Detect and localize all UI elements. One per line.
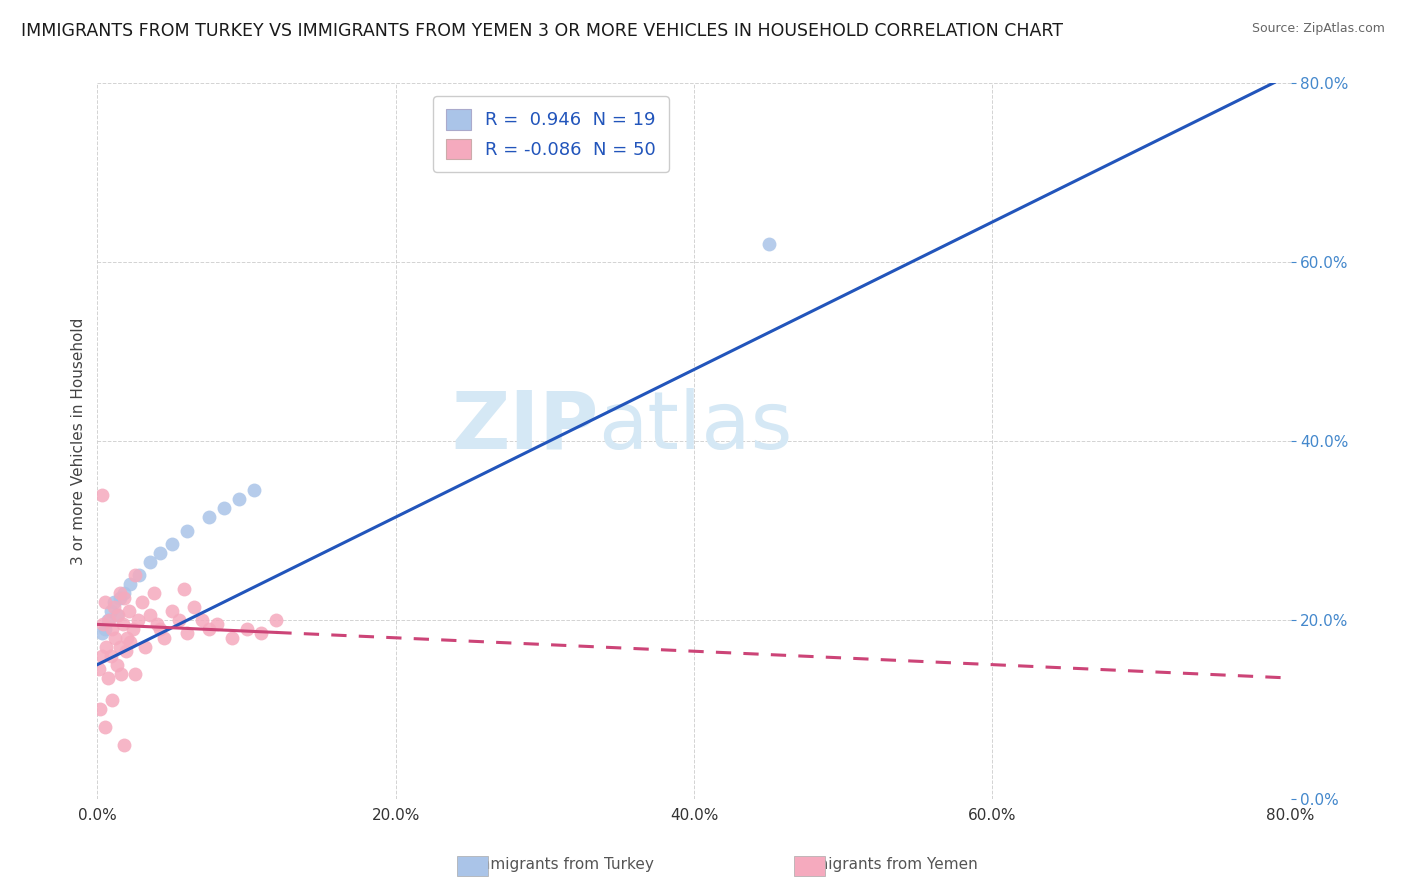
Point bbox=[108, 640, 131, 654]
Point bbox=[120, 577, 142, 591]
Point bbox=[250, 626, 273, 640]
Text: atlas: atlas bbox=[599, 388, 793, 466]
Point bbox=[112, 738, 135, 752]
Point bbox=[190, 613, 212, 627]
Point bbox=[110, 666, 132, 681]
Point bbox=[96, 640, 118, 654]
Point bbox=[122, 622, 145, 636]
Point bbox=[134, 640, 156, 654]
Point bbox=[103, 599, 125, 614]
Point bbox=[138, 608, 160, 623]
Point bbox=[91, 617, 114, 632]
Text: Immigrants from Yemen: Immigrants from Yemen bbox=[794, 857, 977, 872]
Point bbox=[138, 555, 160, 569]
Point bbox=[160, 537, 183, 551]
Point bbox=[149, 622, 172, 636]
Point bbox=[128, 568, 150, 582]
Point bbox=[243, 483, 266, 498]
Point bbox=[198, 622, 221, 636]
Point bbox=[228, 492, 250, 507]
Point bbox=[98, 613, 121, 627]
Point bbox=[90, 626, 112, 640]
Point bbox=[115, 631, 138, 645]
Point bbox=[146, 617, 169, 632]
Point bbox=[94, 720, 117, 734]
Point bbox=[221, 631, 243, 645]
Point bbox=[235, 622, 257, 636]
Point bbox=[90, 488, 112, 502]
Point bbox=[758, 237, 780, 252]
Point bbox=[124, 568, 146, 582]
Point bbox=[101, 693, 124, 707]
Point bbox=[176, 524, 198, 538]
Point bbox=[105, 608, 128, 623]
Point bbox=[149, 546, 172, 560]
Point bbox=[94, 595, 117, 609]
Point bbox=[118, 604, 141, 618]
Point bbox=[94, 622, 117, 636]
Y-axis label: 3 or more Vehicles in Household: 3 or more Vehicles in Household bbox=[72, 318, 86, 565]
Point bbox=[103, 595, 125, 609]
Point bbox=[107, 608, 129, 623]
Point bbox=[160, 604, 183, 618]
Point bbox=[100, 604, 122, 618]
Point bbox=[104, 631, 127, 645]
Text: IMMIGRANTS FROM TURKEY VS IMMIGRANTS FROM YEMEN 3 OR MORE VEHICLES IN HOUSEHOLD : IMMIGRANTS FROM TURKEY VS IMMIGRANTS FRO… bbox=[21, 22, 1063, 40]
Point bbox=[131, 595, 153, 609]
Point bbox=[112, 591, 135, 605]
Point bbox=[105, 657, 128, 672]
Text: Source: ZipAtlas.com: Source: ZipAtlas.com bbox=[1251, 22, 1385, 36]
Point bbox=[89, 702, 111, 716]
Point bbox=[266, 613, 288, 627]
Point bbox=[173, 582, 195, 596]
Point bbox=[176, 626, 198, 640]
Point bbox=[120, 635, 142, 649]
Point bbox=[127, 613, 149, 627]
Point bbox=[198, 510, 221, 524]
Point bbox=[124, 666, 146, 681]
Point bbox=[112, 586, 135, 600]
Point bbox=[205, 617, 228, 632]
Legend: R =  0.946  N = 19, R = -0.086  N = 50: R = 0.946 N = 19, R = -0.086 N = 50 bbox=[433, 96, 669, 172]
Point bbox=[108, 591, 131, 605]
Point bbox=[90, 648, 112, 663]
Text: Immigrants from Turkey: Immigrants from Turkey bbox=[471, 857, 654, 872]
Point bbox=[108, 586, 131, 600]
Point bbox=[97, 671, 120, 685]
Point bbox=[97, 613, 120, 627]
Point bbox=[143, 586, 166, 600]
Point bbox=[111, 617, 134, 632]
Point bbox=[183, 599, 205, 614]
Point bbox=[153, 631, 176, 645]
Point bbox=[212, 501, 235, 516]
Point bbox=[100, 648, 122, 663]
Point bbox=[101, 622, 124, 636]
Text: ZIP: ZIP bbox=[451, 388, 599, 466]
Point bbox=[169, 613, 191, 627]
Point bbox=[87, 662, 110, 676]
Point bbox=[114, 644, 136, 658]
